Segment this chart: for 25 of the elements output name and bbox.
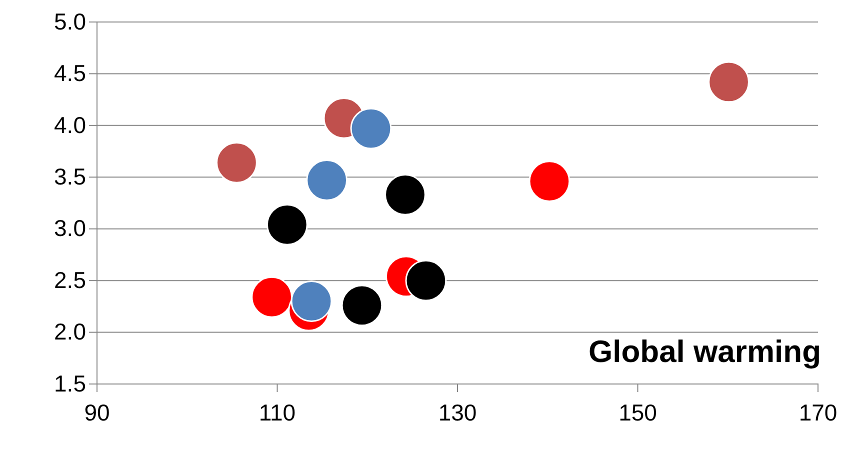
point <box>216 142 258 184</box>
point <box>306 160 348 201</box>
y-tick-label: 3.0 <box>54 215 86 242</box>
point <box>341 284 383 326</box>
y-tick-label: 4.5 <box>54 60 86 86</box>
point <box>251 276 293 318</box>
y-tick-label: 2.0 <box>54 318 86 345</box>
y-tick-label: 5.0 <box>54 8 86 34</box>
annotation: Global warming <box>588 334 821 369</box>
x-tick-label: 90 <box>84 399 110 426</box>
y-tick-label: 1.5 <box>54 370 86 396</box>
x-tick-label: 110 <box>258 399 296 426</box>
x-tick-label: 130 <box>438 399 477 426</box>
point <box>290 280 332 322</box>
point <box>350 108 392 150</box>
point <box>384 174 426 216</box>
point <box>266 204 308 246</box>
point <box>708 61 750 103</box>
point <box>528 160 570 202</box>
y-tick-label: 3.5 <box>54 164 86 190</box>
y-tick-label: 2.5 <box>54 266 86 293</box>
y-tick-label: 4.0 <box>54 112 86 138</box>
point <box>405 260 447 302</box>
x-tick-label: 170 <box>798 399 838 426</box>
x-tick-label: 150 <box>618 399 657 426</box>
